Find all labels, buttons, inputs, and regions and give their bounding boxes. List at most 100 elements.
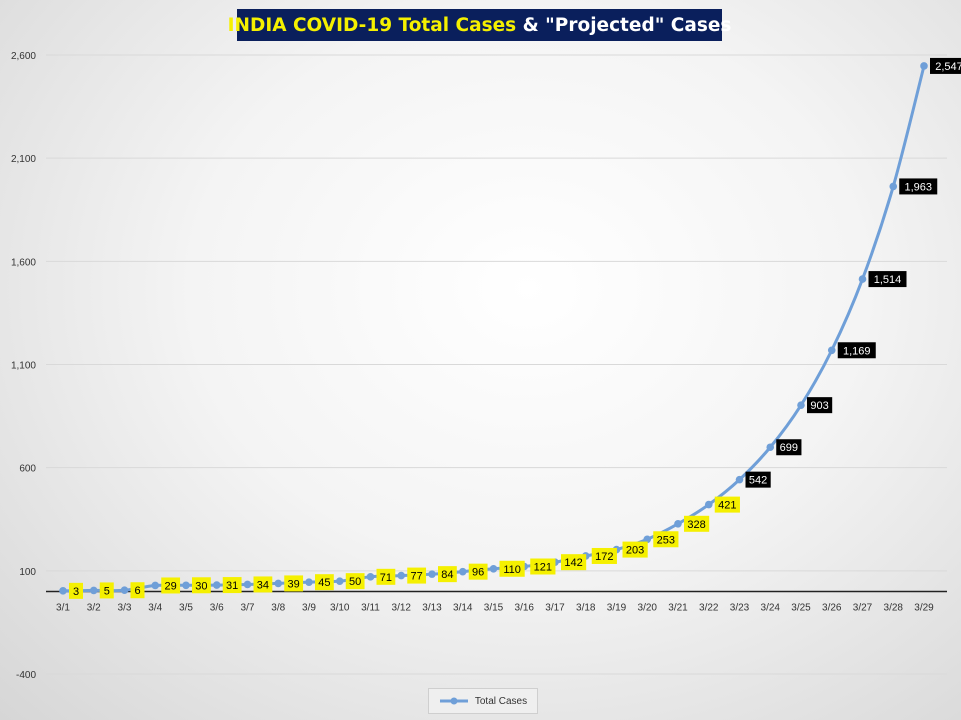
x-tick-label: 3/14 [453, 602, 473, 613]
data-label-text: 30 [195, 580, 207, 592]
data-label-bg [253, 576, 273, 593]
data-label-bg [837, 342, 876, 359]
y-tick-label: 1,600 [11, 257, 36, 268]
data-label: 3 [69, 582, 83, 599]
chart-title-part1: INDIA COVID-19 Total Cases [227, 14, 517, 36]
data-point [397, 571, 406, 580]
data-label-text: 45 [318, 577, 330, 589]
series-line-total-cases [62, 65, 926, 593]
data-point [489, 564, 498, 573]
data-label-bg [745, 471, 771, 488]
data-point [920, 62, 928, 70]
data-label: 45 [315, 574, 334, 591]
data-label-text: 903 [810, 400, 828, 412]
data-label: 1,514 [868, 271, 907, 288]
data-point [766, 443, 775, 452]
data-label: 903 [807, 397, 833, 414]
data-label-text: 699 [780, 442, 798, 454]
data-point [274, 579, 283, 588]
legend: Total Cases [428, 688, 538, 714]
data-label: 50 [345, 573, 365, 590]
data-label: 142 [561, 554, 587, 571]
data-label-text: 253 [657, 534, 675, 546]
data-point [59, 587, 67, 595]
x-axis-tick-labels: 3/1 3/2 3/3 3/4 3/5 3/6 3/7 3/8 3/9 3/10 3/11 3/12 3… [56, 602, 934, 613]
data-label-bg [714, 496, 740, 513]
x-tick-label: 3/10 [330, 602, 350, 613]
data-label-bg [438, 566, 457, 583]
data-label-bg [591, 547, 617, 564]
x-tick-label: 3/13 [422, 602, 442, 613]
data-label: 1,963 [899, 178, 938, 195]
y-tick-label: 600 [19, 464, 36, 475]
data-point [704, 500, 713, 509]
x-tick-label: 3/28 [884, 602, 904, 613]
data-label-bg [130, 582, 145, 599]
data-label: 5 [99, 582, 114, 599]
data-label-text: 50 [349, 576, 361, 588]
data-label: 699 [776, 439, 802, 456]
data-label: 34 [253, 576, 273, 593]
data-label-bg [161, 577, 181, 594]
data-label: 77 [407, 567, 427, 584]
legend-label: Total Cases [474, 695, 528, 707]
data-label-bg [684, 515, 710, 532]
data-point [797, 401, 805, 409]
x-tick-label: 3/21 [668, 602, 688, 613]
data-point [428, 570, 436, 578]
data-label: 31 [222, 577, 242, 594]
data-point [212, 581, 221, 589]
data-label-text: 421 [718, 500, 736, 512]
data-label-bg [930, 57, 961, 74]
data-label-text: 110 [503, 564, 521, 576]
data-labels: 3 5 6 29 30 31 34 39 45 50 71 77 84 96 110 121 142 172 203… [69, 57, 961, 599]
x-tick-label: 3/3 [118, 602, 132, 613]
data-label: 39 [284, 575, 304, 592]
data-label-bg [99, 582, 114, 599]
data-label-bg [899, 178, 938, 195]
data-label: 121 [530, 558, 556, 575]
data-point [89, 586, 98, 595]
data-points [59, 62, 928, 595]
data-label: 203 [622, 541, 648, 558]
data-point [366, 573, 375, 581]
data-label-bg [561, 554, 587, 571]
x-tick-label: 3/11 [361, 602, 380, 613]
data-label-text: 5 [104, 585, 110, 597]
data-label-text: 29 [165, 580, 177, 592]
data-label-text: 34 [257, 579, 269, 591]
x-tick-label: 3/1 [56, 602, 70, 613]
data-point [243, 580, 252, 589]
data-label: 421 [714, 496, 740, 513]
x-tick-label: 3/20 [638, 602, 658, 613]
data-label-text: 121 [534, 562, 552, 574]
x-tick-label: 3/22 [699, 602, 719, 613]
data-label-bg [284, 575, 304, 592]
data-point [674, 519, 682, 528]
data-label-text: 3 [73, 586, 79, 598]
data-point [735, 475, 744, 484]
data-label-bg [499, 560, 525, 577]
y-tick-label: 2,600 [11, 51, 36, 62]
data-label-text: 6 [134, 585, 140, 597]
x-tick-label: 3/9 [302, 602, 316, 613]
data-label-bg [868, 271, 907, 288]
x-tick-label: 3/17 [545, 602, 565, 613]
x-tick-label: 3/23 [730, 602, 750, 613]
data-label: 172 [591, 547, 617, 564]
data-label: 542 [745, 471, 771, 488]
y-tick-label: 1,100 [11, 361, 36, 372]
data-point [151, 581, 160, 590]
data-label-bg [345, 573, 365, 590]
data-point [858, 275, 867, 283]
data-label-text: 1,514 [874, 274, 902, 286]
x-tick-label: 3/4 [148, 602, 162, 613]
data-label: 1,169 [837, 342, 876, 359]
data-label-text: 71 [380, 572, 392, 584]
data-point [335, 577, 344, 585]
data-point [120, 586, 129, 595]
data-label-text: 77 [411, 571, 423, 583]
data-label-bg [622, 541, 648, 558]
data-label-bg [776, 439, 802, 456]
x-tick-label: 3/5 [179, 602, 193, 613]
